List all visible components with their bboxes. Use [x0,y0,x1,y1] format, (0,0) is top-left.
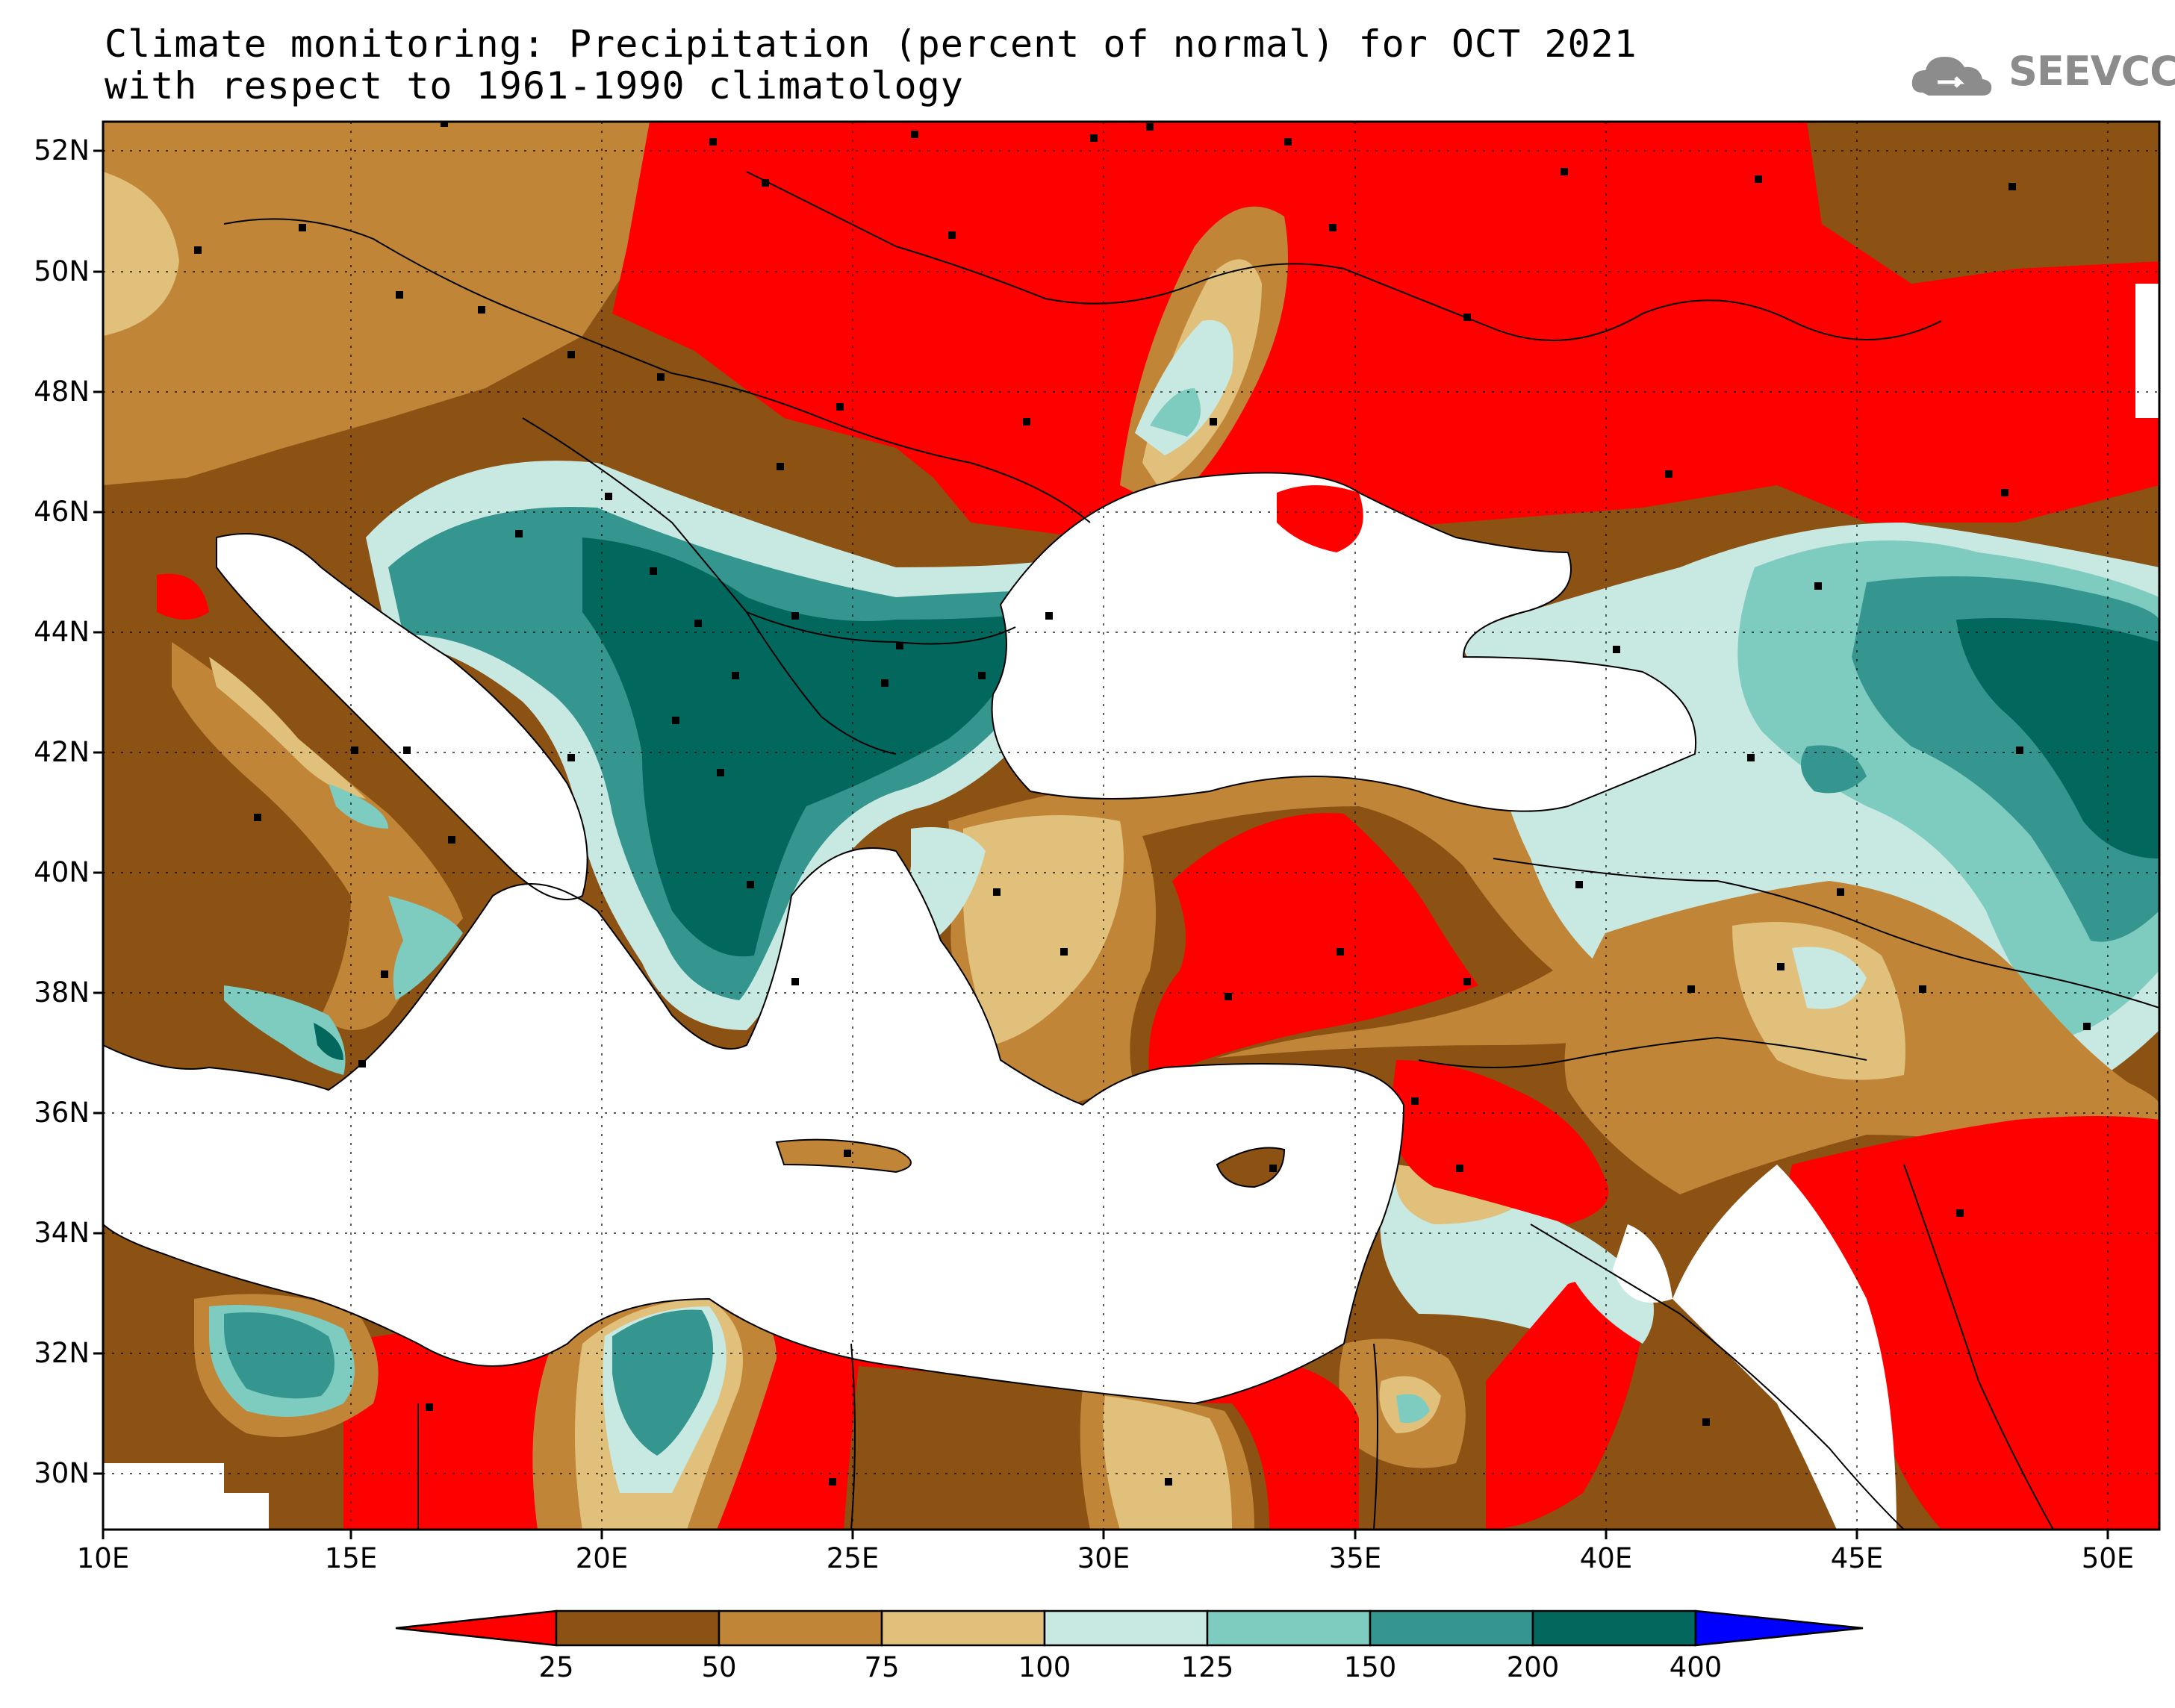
colorbar-label: 200 [1506,1651,1560,1683]
lat-label: 40N [34,856,90,888]
colorbar-swatch-50-75 [718,1609,883,1647]
colorbar-swatch-125-150 [1206,1609,1372,1647]
lat-label: 38N [34,976,90,1009]
lat-label: 52N [34,134,90,166]
cloud-logo-icon [1911,57,1992,96]
lat-label: 36N [34,1097,90,1129]
colorbar-label: 100 [1018,1651,1071,1683]
lon-label: 50E [2081,1542,2135,1574]
lat-label: 44N [34,616,90,648]
colorbar-swatch-25-50 [555,1609,721,1647]
lon-label: 40E [1579,1542,1633,1574]
lon-label: 35E [1328,1542,1382,1574]
colorbar-swatch-200-400 [1531,1609,1697,1647]
colorbar-label: 50 [701,1651,737,1683]
colorbar-swatch-above-400 [1694,1609,1864,1647]
map-frame [102,120,2161,1531]
map-title: Climate monitoring: Precipitation (perce… [105,22,1637,66]
colorbar-swatch-below-25 [395,1609,558,1647]
colorbar-label: 400 [1669,1651,1723,1683]
lon-label: 30E [1077,1542,1130,1574]
lat-label: 50N [34,255,90,287]
colorbar-swatch-150-200 [1369,1609,1534,1647]
lon-label: 45E [1830,1542,1884,1574]
lat-label: 30N [34,1457,90,1489]
lat-label: 42N [34,736,90,768]
colorbar-label: 150 [1343,1651,1397,1683]
lat-label: 34N [34,1217,90,1249]
colorbar-swatch-75-100 [880,1609,1046,1647]
lon-label: 15E [324,1542,378,1574]
station-markers [194,122,2091,1486]
colorbar-label: 75 [864,1651,900,1683]
lat-label: 46N [34,496,90,528]
colorbar-label: 25 [538,1651,574,1683]
lon-label: 25E [826,1542,880,1574]
lat-label: 32N [34,1337,90,1369]
colorbar-label: 125 [1180,1651,1234,1683]
colorbar [395,1609,1864,1647]
lon-label: 20E [575,1542,629,1574]
colorbar-swatch-100-125 [1043,1609,1209,1647]
lat-label: 48N [34,375,90,408]
lon-label: 10E [76,1542,130,1574]
map-field [103,122,2159,1530]
logo-text: SEEVCCC [2008,48,2175,95]
map-subtitle: with respect to 1961-1990 climatology [105,64,964,107]
